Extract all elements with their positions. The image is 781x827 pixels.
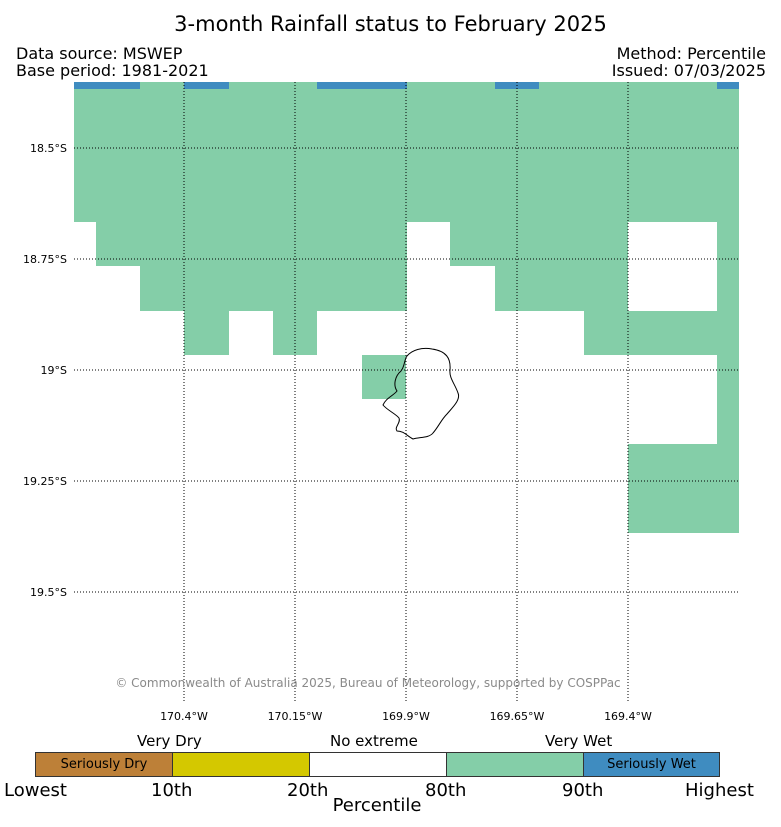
lat-label: 19.5°S: [30, 586, 67, 599]
legend-seriously-dry-box: Seriously Dry: [35, 752, 173, 777]
very-wet-region: [584, 311, 739, 355]
very-wet-region: [140, 266, 407, 311]
lat-label: 18.75°S: [23, 253, 67, 266]
legend-tick: 80th: [425, 780, 467, 801]
very-wet-region: [362, 355, 406, 399]
legend-axis-label: Percentile: [332, 795, 422, 816]
legend-seriously-wet-box: Seriously Wet: [583, 752, 720, 777]
legend-no-extreme-box: [309, 752, 447, 777]
lat-label: 18.5°S: [30, 142, 67, 155]
legend-tick: Highest: [685, 780, 754, 801]
legend-tick: 90th: [562, 780, 604, 801]
legend-seriously-wet-text: Seriously Wet: [607, 757, 696, 772]
seriously-wet-region: [184, 82, 229, 89]
island-outline: [382, 347, 460, 440]
very-wet-region: [495, 266, 628, 311]
data-source-text: Data source: MSWEP: [16, 44, 183, 63]
rainfall-map: 18.5°S 18.75°S 19°S 19.25°S 19.5°S 170.4…: [23, 82, 739, 720]
seriously-wet-region: [317, 82, 407, 89]
lon-label: 170.4°W: [160, 710, 208, 720]
map-title: 3-month Rainfall status to February 2025: [174, 12, 607, 36]
legend-very-wet-box: [446, 752, 584, 777]
legend-tick: 20th: [287, 780, 329, 801]
lon-label: 169.4°W: [604, 710, 652, 720]
seriously-wet-region: [717, 82, 739, 89]
legend-very-wet-label: Very Wet: [545, 732, 613, 750]
legend-very-dry-box: [172, 752, 310, 777]
base-period-text: Base period: 1981-2021: [16, 61, 209, 80]
legend-very-dry-label: Very Dry: [137, 732, 202, 750]
seriously-wet-region: [74, 82, 140, 89]
lat-label: 19°S: [41, 364, 67, 377]
very-wet-region: [628, 444, 739, 533]
legend-tick: Lowest: [4, 780, 67, 801]
method-text: Method: Percentile: [616, 44, 766, 63]
legend-tick: 10th: [151, 780, 193, 801]
lon-label: 169.65°W: [490, 710, 545, 720]
very-wet-region: [717, 222, 739, 444]
lat-label: 19.25°S: [23, 475, 67, 488]
copyright-text: © Commonwealth of Australia 2025, Bureau…: [115, 676, 621, 690]
lon-label: 170.15°W: [268, 710, 323, 720]
lon-label: 169.9°W: [382, 710, 430, 720]
legend-seriously-dry-text: Seriously Dry: [60, 757, 148, 772]
very-wet-region: [184, 311, 229, 355]
legend-no-extreme-label: No extreme: [330, 732, 418, 750]
very-wet-region: [273, 311, 317, 355]
issued-text: Issued: 07/03/2025: [611, 61, 766, 80]
